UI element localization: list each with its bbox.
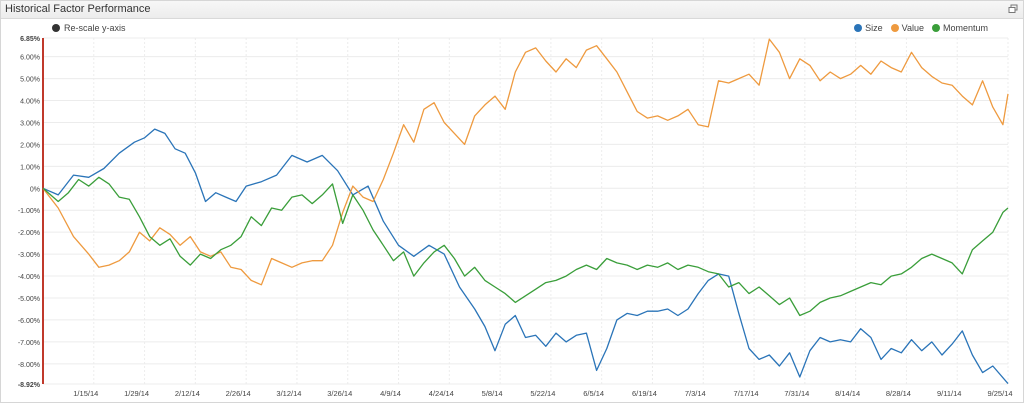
legend-item-momentum[interactable]: Momentum (931, 23, 988, 33)
rescale-toggle[interactable]: Re-scale y-axis (52, 23, 126, 33)
legend-item-size[interactable]: Size (854, 23, 883, 33)
y-tick-label: -8.00% (18, 362, 40, 369)
legend-label-momentum: Momentum (942, 23, 988, 33)
x-tick-label: 9/25/14 (987, 389, 1012, 398)
x-tick-label: 4/24/14 (429, 389, 454, 398)
y-tick-label: 3.00% (20, 120, 40, 127)
legend-dot-momentum (931, 24, 940, 32)
x-tick-label: 2/12/14 (175, 389, 200, 398)
series-line-value (42, 38, 1009, 286)
panel-title: Historical Factor Performance (5, 3, 151, 15)
x-tick-label: 8/28/14 (886, 389, 911, 398)
y-tick-label: -4.00% (18, 274, 40, 281)
x-tick-label: 3/12/14 (276, 389, 301, 398)
legend-dot-value (890, 24, 899, 32)
x-tick-label: 8/14/14 (835, 389, 860, 398)
x-tick-label: 6/5/14 (583, 389, 604, 398)
x-tick-label: 9/11/14 (937, 389, 961, 398)
x-tick-label: 7/31/14 (784, 389, 809, 398)
y-tick-label: -1.00% (18, 208, 40, 215)
x-tick-label: 1/29/14 (124, 389, 149, 398)
y-tick-label: 2.00% (20, 142, 40, 149)
legend-dot-size (854, 24, 863, 32)
y-tick-label: -3.00% (18, 252, 40, 259)
y-tick-label: -8.92% (18, 382, 41, 389)
y-tick-label: -5.00% (18, 296, 40, 303)
x-tick-label: 5/22/14 (530, 389, 555, 398)
x-tick-label: 6/19/14 (632, 389, 657, 398)
y-tick-label: 6.00% (20, 55, 40, 62)
x-tick-label: 7/17/14 (734, 389, 759, 398)
legend-label-value: Value (901, 23, 924, 33)
y-tick-label: -7.00% (18, 340, 40, 347)
y-tick-label: 1.00% (20, 164, 40, 171)
y-tick-label: -2.00% (18, 230, 40, 237)
series-line-momentum (42, 176, 1009, 317)
x-tick-label: 7/3/14 (685, 389, 706, 398)
x-tick-label: 2/26/14 (226, 389, 251, 398)
legend-item-value[interactable]: Value (890, 23, 924, 33)
restore-window-icon[interactable] (1008, 4, 1018, 14)
y-tick-label: 5.00% (20, 77, 40, 84)
y-tick-label: 0% (30, 186, 40, 193)
x-tick-label: 5/8/14 (482, 389, 503, 398)
x-tick-label: 3/26/14 (327, 389, 352, 398)
toggle-dot-icon (52, 24, 60, 32)
y-tick-label: 4.00% (20, 99, 40, 106)
x-tick-label: 1/15/14 (73, 389, 98, 398)
x-tick-label: 4/9/14 (380, 389, 401, 398)
rescale-label: Re-scale y-axis (64, 23, 126, 33)
legend-label-size: Size (865, 23, 883, 33)
y-tick-label: 6.85% (20, 36, 41, 43)
series-line-size (42, 128, 1009, 385)
y-tick-label: -6.00% (18, 318, 40, 325)
chart-legend: Size Value Momentum (854, 23, 988, 33)
panel-header: Historical Factor Performance (1, 1, 1023, 19)
